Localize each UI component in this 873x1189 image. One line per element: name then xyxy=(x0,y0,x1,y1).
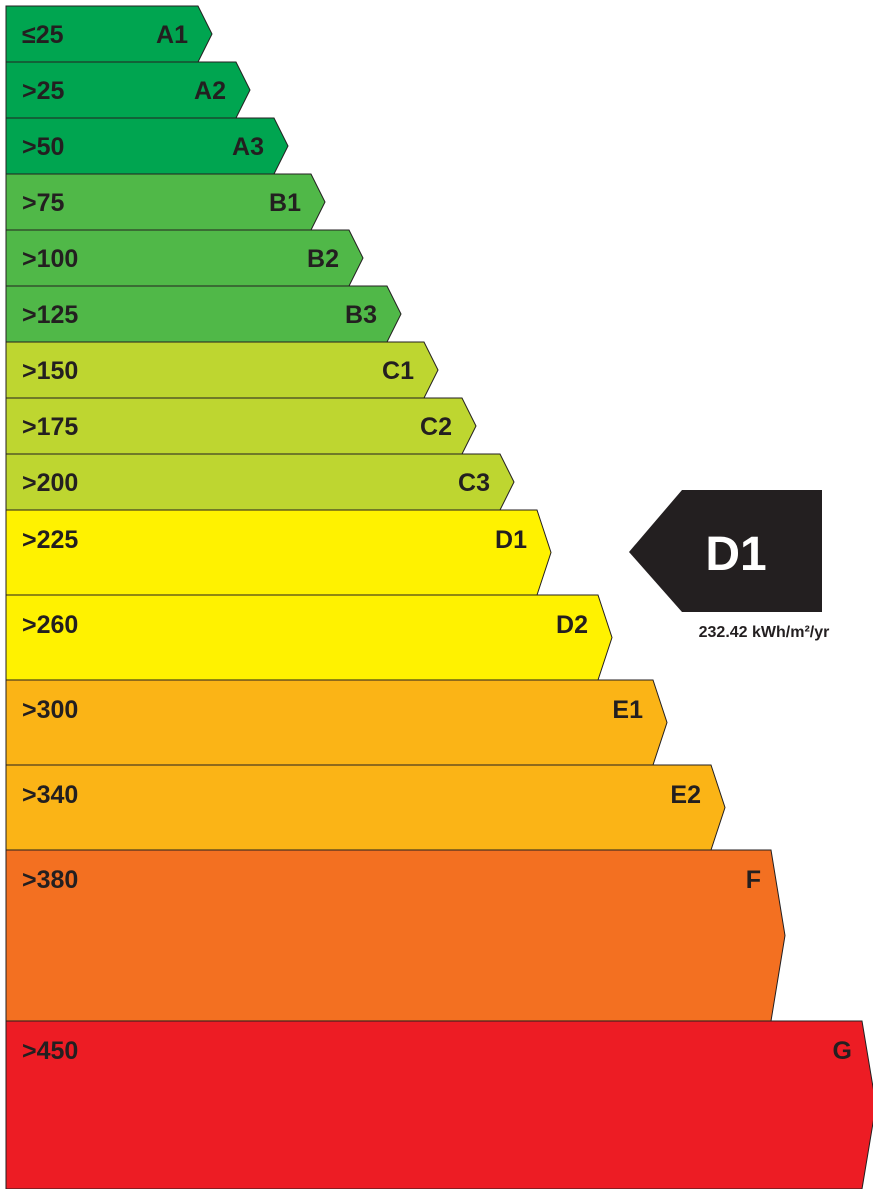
band-bar xyxy=(5,679,668,766)
band-range-label: >100 xyxy=(22,245,78,273)
band-grade-label: E2 xyxy=(670,781,701,809)
band-grade-label: B3 xyxy=(345,301,377,329)
band-grade-label: A1 xyxy=(156,21,188,49)
band-bar xyxy=(5,285,402,343)
band-range-label: >50 xyxy=(22,133,64,161)
band-grade-label: B2 xyxy=(307,245,339,273)
rating-band-c1: >150 C1 xyxy=(5,341,439,399)
band-range-label: >450 xyxy=(22,1037,78,1065)
band-bar xyxy=(5,173,326,231)
band-grade-label: D1 xyxy=(495,526,527,554)
band-range-label: >380 xyxy=(22,866,78,894)
band-range-label: >260 xyxy=(22,611,78,639)
band-bar xyxy=(5,397,477,455)
band-bar xyxy=(5,117,289,175)
band-range-label: ≤25 xyxy=(22,21,64,49)
band-grade-label: C2 xyxy=(420,413,452,441)
rating-band-g: >450 G xyxy=(5,1020,873,1189)
current-rating-indicator: D1 232.42 kWh/m²/yr xyxy=(629,490,829,641)
band-grade-label: C1 xyxy=(382,357,414,385)
band-grade-label: F xyxy=(746,866,761,894)
band-grade-label: D2 xyxy=(556,611,588,639)
band-bar xyxy=(5,594,613,681)
band-grade-label: C3 xyxy=(458,469,490,497)
band-range-label: >25 xyxy=(22,77,65,105)
rating-band-d1: >225 D1 xyxy=(5,509,552,596)
rating-indicator-value: 232.42 kWh/m²/yr xyxy=(699,624,830,641)
band-bar xyxy=(5,229,364,287)
band-bar xyxy=(5,61,251,119)
rating-indicator-grade: D1 xyxy=(705,528,766,581)
rating-band-a3: >50 A3 xyxy=(5,117,289,175)
rating-indicator-arrow xyxy=(629,490,822,612)
band-range-label: >225 xyxy=(22,526,78,554)
rating-band-b1: >75 B1 xyxy=(5,173,326,231)
rating-band-c3: >200 C3 xyxy=(5,453,515,511)
rating-band-a1: ≤25 A1 xyxy=(5,5,213,63)
band-range-label: >200 xyxy=(22,469,78,497)
band-range-label: >125 xyxy=(22,301,78,329)
band-bar xyxy=(5,341,439,399)
band-bar xyxy=(5,5,213,63)
rating-band-b2: >100 B2 xyxy=(5,229,364,287)
band-bar xyxy=(5,849,786,1022)
band-bar xyxy=(5,453,515,511)
rating-band-e2: >340 E2 xyxy=(5,764,726,851)
rating-bands: ≤25 A1>25 A2>50 A3>75 B1>100 B2>125 B3>150 C1>1… xyxy=(5,5,873,1189)
band-grade-label: E1 xyxy=(612,696,643,724)
rating-band-a2: >25 A2 xyxy=(5,61,251,119)
band-grade-label: A2 xyxy=(194,77,226,105)
rating-band-e1: >300 E1 xyxy=(5,679,668,766)
band-range-label: >75 xyxy=(22,189,65,217)
band-grade-label: G xyxy=(833,1037,852,1065)
band-bar xyxy=(5,764,726,851)
band-bar xyxy=(5,1020,873,1189)
band-range-label: >175 xyxy=(22,413,78,441)
band-range-label: >300 xyxy=(22,696,78,724)
rating-band-d2: >260 D2 xyxy=(5,594,613,681)
band-range-label: >340 xyxy=(22,781,78,809)
rating-band-f: >380 F xyxy=(5,849,786,1022)
band-grade-label: B1 xyxy=(269,189,301,217)
band-bar xyxy=(5,509,552,596)
band-range-label: >150 xyxy=(22,357,78,385)
rating-band-c2: >175 C2 xyxy=(5,397,477,455)
band-grade-label: A3 xyxy=(232,133,264,161)
rating-band-b3: >125 B3 xyxy=(5,285,402,343)
